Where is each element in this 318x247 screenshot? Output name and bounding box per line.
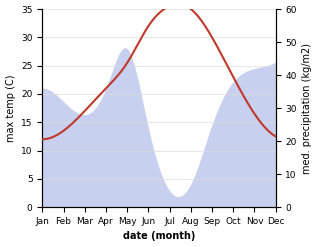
X-axis label: date (month): date (month) [123,231,195,242]
Y-axis label: max temp (C): max temp (C) [5,74,16,142]
Y-axis label: med. precipitation (kg/m2): med. precipitation (kg/m2) [302,43,313,174]
